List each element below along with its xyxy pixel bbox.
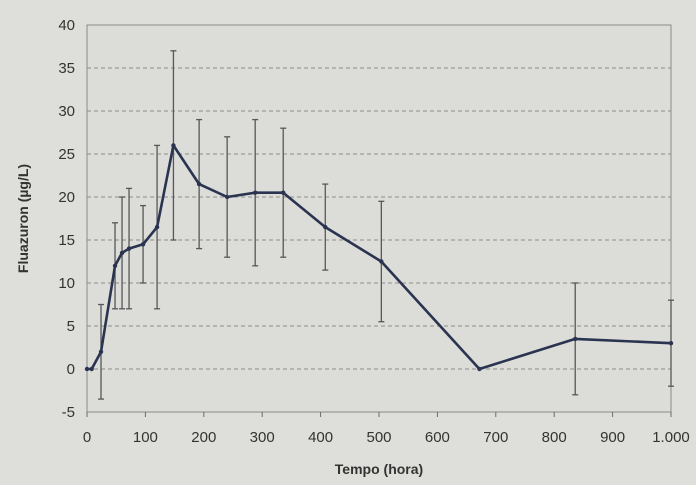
x-axis-title: Tempo (hora): [335, 461, 423, 477]
y-tick-label: 10: [58, 275, 75, 292]
x-tick-label: 500: [366, 429, 391, 446]
y-tick-label: 30: [58, 103, 75, 120]
data-point: [477, 366, 482, 372]
x-tick-label: 0: [83, 429, 91, 446]
x-tick-label: 300: [250, 429, 275, 446]
data-point: [119, 250, 125, 256]
y-tick-label: 25: [58, 146, 75, 163]
data-point: [196, 181, 202, 187]
data-point: [281, 190, 286, 195]
y-axis-title: Fluazuron (µg/L): [15, 164, 31, 273]
x-tick-label: 1.000: [652, 429, 690, 446]
y-axis-ticks: -5 0 5 10 15 20 25 30 35 40: [58, 17, 75, 421]
data-points: [84, 143, 674, 372]
x-axis-ticks: 0 100 200 300 400 500 600 700 800 900 1.000: [83, 412, 690, 446]
data-point: [89, 366, 94, 372]
data-point: [668, 341, 674, 346]
x-tick-label: 100: [133, 429, 158, 446]
y-tick-label: 35: [58, 60, 75, 77]
x-tick-label: 200: [191, 429, 216, 446]
data-point: [252, 190, 258, 195]
data-point: [112, 263, 118, 268]
data-point: [126, 246, 132, 251]
y-tick-label: 20: [58, 189, 75, 206]
data-point: [140, 242, 146, 247]
x-tick-label: 800: [542, 429, 567, 446]
data-point: [154, 224, 160, 230]
data-point: [224, 194, 230, 200]
x-tick-label: 700: [483, 429, 508, 446]
data-point: [84, 366, 90, 372]
y-tick-label: 40: [58, 17, 75, 34]
data-point: [379, 259, 384, 264]
series-path: [87, 144, 672, 371]
plot-area: [86, 24, 672, 413]
series-line: [87, 144, 672, 371]
y-tick-label: 5: [67, 318, 75, 335]
y-tick-label: 0: [67, 361, 75, 378]
data-point: [98, 349, 104, 354]
data-point: [171, 143, 176, 148]
y-tick-label: 15: [58, 232, 75, 249]
x-tick-label: 900: [600, 429, 625, 446]
data-point: [573, 336, 578, 342]
x-tick-label: 400: [308, 429, 333, 446]
data-point: [323, 224, 328, 230]
y-tick-label: -5: [62, 404, 75, 421]
x-tick-label: 600: [425, 429, 450, 446]
